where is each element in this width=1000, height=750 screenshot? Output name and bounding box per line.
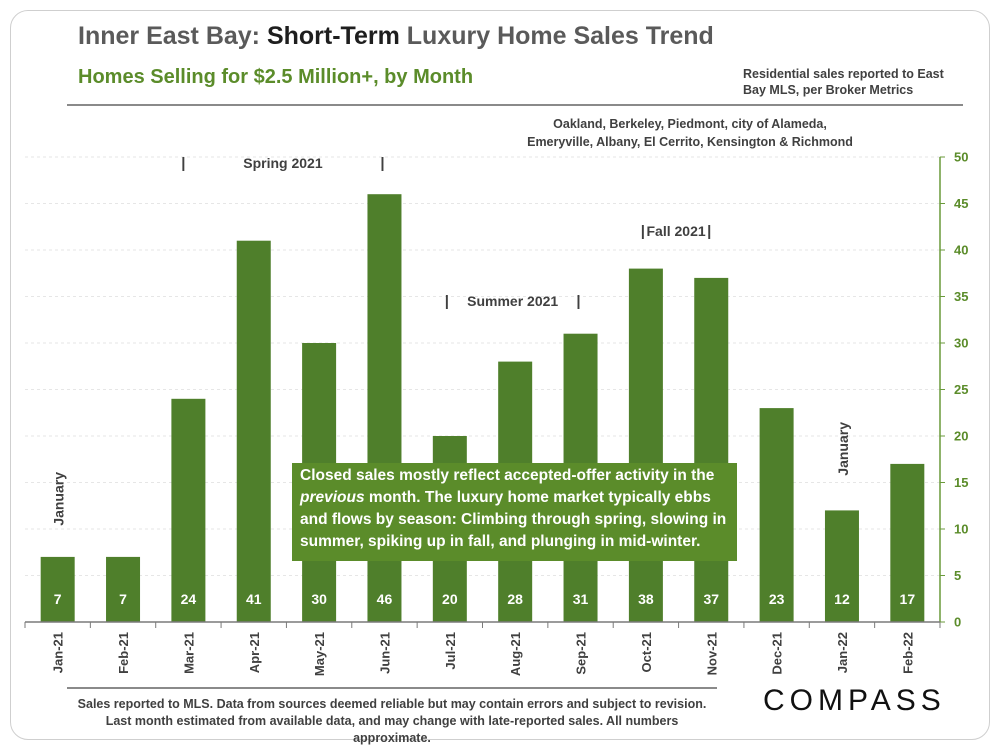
season-bracket: | xyxy=(445,293,449,310)
bar xyxy=(40,556,75,622)
bar xyxy=(171,398,206,622)
season-bracket: | xyxy=(181,155,185,172)
chart-title: Inner East Bay: Short-Term Luxury Home S… xyxy=(78,22,714,50)
x-tick-label: Sep-21 xyxy=(574,632,589,675)
x-tick-label: Aug-21 xyxy=(508,632,523,676)
x-tick-label: Jan-22 xyxy=(835,632,850,673)
chart-subtitle: Homes Selling for $2.5 Million+, by Mont… xyxy=(78,66,474,88)
bar-value-label: 7 xyxy=(119,591,127,607)
january-annotation: January xyxy=(835,422,851,476)
x-tick-label: May-21 xyxy=(312,632,327,676)
y-tick-label: 5 xyxy=(954,568,961,583)
x-tick-label: Oct-21 xyxy=(639,632,654,672)
bottom-divider xyxy=(67,687,717,689)
bar xyxy=(759,408,794,622)
x-tick-label: Apr-21 xyxy=(247,632,262,673)
bar-value-label: 46 xyxy=(377,591,393,607)
y-tick-label: 35 xyxy=(954,289,968,304)
bar xyxy=(890,463,925,622)
bar xyxy=(236,240,271,622)
x-tick-label: Nov-21 xyxy=(704,632,719,675)
season-bracket: | xyxy=(707,223,711,240)
season-bracket: | xyxy=(380,155,384,172)
bar xyxy=(824,510,859,622)
x-tick-label: Jan-21 xyxy=(51,632,66,673)
y-tick-label: 20 xyxy=(954,429,968,444)
y-tick-label: 50 xyxy=(954,150,968,165)
bar-value-label: 7 xyxy=(54,591,62,607)
note-emphasis: previous xyxy=(300,489,365,506)
x-tick-label: Jul-21 xyxy=(443,632,458,670)
y-tick-label: 15 xyxy=(954,475,968,490)
bar-value-label: 28 xyxy=(507,591,523,607)
compass-logo: COMPASS xyxy=(763,684,946,717)
x-tick-label: Mar-21 xyxy=(181,632,196,674)
x-tick-label: Feb-22 xyxy=(900,632,915,674)
bar-value-label: 38 xyxy=(638,591,654,607)
bar xyxy=(694,277,729,622)
bar-value-label: 30 xyxy=(311,591,327,607)
bar-value-label: 41 xyxy=(246,591,262,607)
bar-value-label: 37 xyxy=(703,591,719,607)
explanation-box: Closed sales mostly reflect accepted-off… xyxy=(292,463,737,561)
x-tick-label: Jun-21 xyxy=(377,632,392,674)
x-tick-label: Dec-21 xyxy=(770,632,785,675)
season-label: Summer 2021 xyxy=(467,293,558,309)
bar xyxy=(106,556,141,622)
season-bracket: | xyxy=(641,223,645,240)
y-tick-label: 45 xyxy=(954,196,968,211)
footnote: Sales reported to MLS. Data from sources… xyxy=(77,697,707,745)
y-tick-label: 0 xyxy=(954,615,961,630)
bar xyxy=(628,268,663,622)
bar-value-label: 20 xyxy=(442,591,458,607)
source-note: Residential sales reported to East Bay M… xyxy=(743,67,944,97)
january-annotation: January xyxy=(51,472,67,526)
bar-value-label: 12 xyxy=(834,591,850,607)
y-tick-label: 10 xyxy=(954,522,968,537)
season-label: Fall 2021 xyxy=(646,223,705,239)
x-tick-label: Feb-21 xyxy=(116,632,131,674)
region-note: Oakland, Berkeley, Piedmont, city of Ala… xyxy=(527,117,853,149)
season-bracket: | xyxy=(576,293,580,310)
y-tick-label: 25 xyxy=(954,382,968,397)
bar-value-label: 31 xyxy=(573,591,589,607)
season-label: Spring 2021 xyxy=(243,155,323,171)
y-tick-label: 30 xyxy=(954,336,968,351)
bar-value-label: 23 xyxy=(769,591,785,607)
bar-value-label: 24 xyxy=(181,591,197,607)
y-tick-label: 40 xyxy=(954,243,968,258)
top-divider xyxy=(67,104,963,106)
bar-value-label: 17 xyxy=(900,591,916,607)
